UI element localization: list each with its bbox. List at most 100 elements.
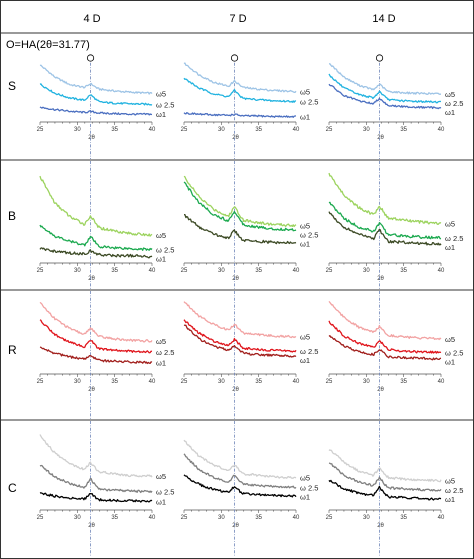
row-label-b: B bbox=[8, 209, 16, 223]
series-label-w1: ω1 bbox=[445, 108, 455, 117]
x-tick-label: 40 bbox=[293, 379, 300, 385]
panel-s-4d: 25 30 35 40 2θ ω5 ω 2.5ω1 bbox=[37, 54, 174, 159]
series-line-w5 bbox=[328, 63, 442, 96]
x-tick-label: 30 bbox=[74, 515, 81, 521]
x-tick-label: 40 bbox=[438, 515, 445, 521]
series-line-w2-5 bbox=[183, 77, 297, 103]
x-tick-label: 40 bbox=[438, 127, 445, 133]
x-tick-label: 30 bbox=[74, 127, 81, 133]
x-tick-label: 35 bbox=[400, 127, 407, 133]
series-label-w2-5: ω 2.5 bbox=[445, 349, 463, 358]
series-line-w5 bbox=[328, 449, 442, 483]
x-tick-label: 35 bbox=[255, 515, 262, 521]
series-line-w5 bbox=[183, 301, 297, 339]
panel-c-7d: 25 30 35 40 2θ ω5ω 2.5ω1 bbox=[181, 421, 318, 557]
series-line-w2-5 bbox=[183, 319, 297, 353]
panel-r-14d: 25 30 35 40 2θ ω5 ω 2.5ω1 bbox=[326, 291, 463, 419]
x-tick-label: 35 bbox=[400, 268, 407, 274]
series-label-w5: ω5 bbox=[445, 90, 455, 99]
series-line-w5 bbox=[183, 175, 297, 228]
series-label-w1: ω1 bbox=[445, 495, 455, 504]
series-line-w5 bbox=[39, 64, 153, 95]
x-tick-label: 25 bbox=[326, 515, 333, 521]
series-label-w5: ω5 bbox=[445, 220, 455, 229]
series-label-w5: ω5 bbox=[156, 337, 166, 346]
series-line-w2-5 bbox=[39, 83, 153, 106]
x-tick-label: 35 bbox=[255, 379, 262, 385]
x-axis-label: 2θ bbox=[377, 523, 384, 529]
column-header-7d: 7 D bbox=[229, 13, 246, 25]
series-label-w1: ω1 bbox=[156, 359, 166, 368]
x-tick-label: 30 bbox=[218, 515, 225, 521]
column-header-4d: 4 D bbox=[83, 13, 100, 25]
series-label-w5: ω5 bbox=[156, 472, 166, 481]
series-line-w2-5 bbox=[328, 320, 442, 354]
series-label-w1: ω1 bbox=[300, 356, 310, 365]
x-tick-label: 30 bbox=[363, 268, 370, 274]
series-line-w2-5 bbox=[328, 201, 442, 240]
series-line-w1 bbox=[328, 211, 442, 246]
series-label-w2-5: ω 2.5 bbox=[445, 234, 463, 243]
x-tick-label: 25 bbox=[181, 268, 188, 274]
x-tick-label: 25 bbox=[181, 379, 188, 385]
series-line-w1 bbox=[39, 247, 153, 259]
series-line-w2-5 bbox=[183, 453, 297, 489]
x-axis-label: 2θ bbox=[377, 135, 384, 141]
series-label-w2-5: ω 2.5 bbox=[300, 230, 318, 239]
x-tick-label: 40 bbox=[293, 268, 300, 274]
series-line-w2-5 bbox=[39, 224, 153, 251]
x-tick-label: 40 bbox=[438, 268, 445, 274]
series-label-w1: ω1 bbox=[300, 239, 310, 248]
series-line-w5 bbox=[39, 434, 153, 478]
x-tick-label: 40 bbox=[149, 268, 156, 274]
series-label-w1: ω1 bbox=[300, 113, 310, 122]
series-label-w5: ω5 bbox=[156, 89, 166, 98]
series-label-w2-5: ω 2.5 bbox=[300, 483, 318, 492]
x-tick-label: 25 bbox=[37, 379, 44, 385]
panel-b-4d: 25 30 35 40 2θ ω5 ω 2.5ω1 bbox=[37, 161, 174, 289]
series-line-w1 bbox=[328, 479, 442, 501]
panel-r-4d: 25 30 35 40 2θ ω5 ω 2.5 ω1 bbox=[37, 291, 174, 419]
x-tick-label: 30 bbox=[74, 379, 81, 385]
series-line-w2-5 bbox=[39, 464, 153, 494]
series-label-w1: ω1 bbox=[156, 497, 166, 506]
x-tick-label: 35 bbox=[111, 515, 118, 521]
x-tick-label: 35 bbox=[111, 379, 118, 385]
row-label-r: R bbox=[8, 343, 17, 357]
x-tick-label: 25 bbox=[181, 515, 188, 521]
series-line-w1 bbox=[39, 106, 153, 116]
series-label-w2-5: ω 2.5 bbox=[445, 486, 463, 495]
x-axis-label: 2θ bbox=[232, 387, 239, 393]
series-label-w2-5: ω 2.5 bbox=[300, 347, 318, 356]
x-axis-label: 2θ bbox=[88, 276, 95, 282]
x-tick-label: 30 bbox=[363, 515, 370, 521]
x-tick-label: 25 bbox=[326, 268, 333, 274]
series-line-w1 bbox=[183, 112, 297, 118]
x-axis-label: 2θ bbox=[88, 523, 95, 529]
series-line-w1 bbox=[328, 83, 442, 110]
series-label-w5: ω5 bbox=[156, 231, 166, 240]
series-line-w5 bbox=[328, 172, 442, 225]
panel-r-7d: 25 30 35 40 2θ ω5 ω 2.5ω1 bbox=[181, 291, 318, 419]
x-tick-label: 40 bbox=[149, 127, 156, 133]
x-tick-label: 25 bbox=[37, 268, 44, 274]
x-tick-label: 25 bbox=[326, 127, 333, 133]
panel-c-4d: 25 30 35 40 2θ ω5 ω 2.5ω1 bbox=[37, 421, 174, 557]
series-line-w1 bbox=[183, 474, 297, 498]
series-label-w5: ω5 bbox=[445, 477, 455, 486]
series-line-w1 bbox=[183, 324, 297, 358]
x-tick-label: 35 bbox=[400, 379, 407, 385]
series-line-w5 bbox=[39, 301, 153, 343]
column-header-14d: 14 D bbox=[372, 13, 395, 25]
x-tick-label: 40 bbox=[293, 515, 300, 521]
panel-s-14d: 25 30 35 40 2θ ω5ω 2.5ω1 bbox=[326, 54, 463, 159]
x-tick-label: 35 bbox=[255, 127, 262, 133]
x-tick-label: 30 bbox=[218, 268, 225, 274]
panel-b-7d: 25 30 35 40 2θ ω5ω 2.5ω1 bbox=[181, 161, 318, 289]
x-tick-label: 30 bbox=[218, 379, 225, 385]
series-label-w1: ω1 bbox=[445, 358, 455, 367]
ha-circle-marker bbox=[230, 54, 239, 62]
